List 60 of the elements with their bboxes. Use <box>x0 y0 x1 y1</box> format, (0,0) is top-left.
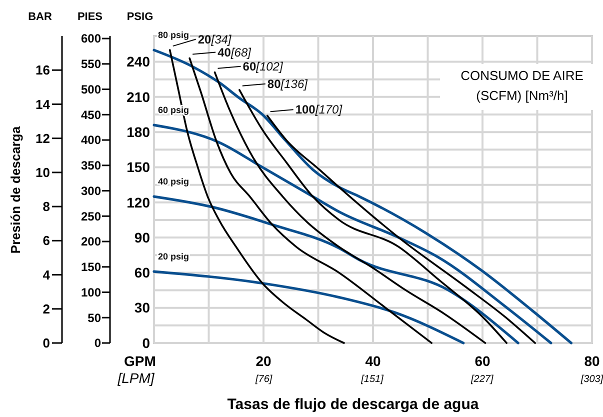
y2-tick-label: 100 <box>80 285 102 300</box>
series-label: 20 psig <box>158 252 190 262</box>
line-series <box>266 114 536 344</box>
x2-axis-title: [LPM] <box>116 370 156 386</box>
legend-label: 100[170] <box>295 102 343 117</box>
y2-tick-label: 600 <box>80 32 102 46</box>
y-tick-label: 120 <box>126 194 150 210</box>
y3-tick-label: 10 <box>36 164 50 180</box>
x2-tick-label: [227] <box>470 374 494 385</box>
y3-tick-label: 16 <box>36 62 50 78</box>
x2-tick-label: [151] <box>360 374 384 385</box>
line-series <box>188 57 432 344</box>
y-tick-label: 210 <box>126 88 150 105</box>
x-tick-label: 20 <box>256 353 272 369</box>
x-tick-label: 60 <box>474 353 490 369</box>
text: 20[34] <box>198 32 232 46</box>
y-tick-label: 150 <box>126 159 150 176</box>
y2-tick-label: 50 <box>88 310 102 325</box>
x-axis-title: Tasas de flujo de descarga de agua <box>227 396 480 413</box>
y2-tick-label: 500 <box>80 82 102 96</box>
y2-tick-label: 150 <box>80 260 102 274</box>
text: BAR <box>28 11 52 23</box>
y-tick-label: 180 <box>126 124 150 140</box>
y2-tick-label: 200 <box>80 234 102 249</box>
x-tick-label: 40 <box>365 353 381 369</box>
y2-tick-label: 300 <box>80 184 102 198</box>
y3-tick-label: 14 <box>36 96 51 112</box>
y3-tick-label: 12 <box>36 130 50 146</box>
y-axis-title: PSIG <box>126 11 154 23</box>
text: GPM <box>124 353 156 369</box>
y3-tick-label: 6 <box>42 233 50 248</box>
series-label: 40 psig <box>158 176 190 187</box>
y2-tick-label: 450 <box>80 108 102 122</box>
legend-label: 40[68] <box>218 45 252 60</box>
y2-tick-label: 250 <box>80 209 102 224</box>
y2-tick-label: 0 <box>94 336 102 350</box>
annotation: CONSUMO DE AIRE (SCFM) [Nm³/h] <box>460 68 584 103</box>
y-tick-label: 30 <box>134 300 150 316</box>
legend-label: 60[102] <box>242 59 284 74</box>
legend-label: 80[136] <box>267 76 308 91</box>
y-tick-label: 240 <box>126 54 150 70</box>
y2-tick-label: 550 <box>80 57 102 72</box>
x2-tick-label: [76] <box>254 374 272 385</box>
y-tick-label: 60 <box>134 264 150 281</box>
y2-tick-label: 400 <box>80 133 102 148</box>
y-tick-label: 90 <box>134 229 150 246</box>
y-tick-label: 0 <box>142 334 150 351</box>
y3-tick-label: 2 <box>42 301 50 316</box>
y3-tick-label: 0 <box>42 336 50 351</box>
y3-axis-title: Presión de descarga <box>8 126 23 254</box>
line-series <box>152 270 465 344</box>
line-series <box>168 49 345 344</box>
y3-tick-label: 4 <box>42 267 51 282</box>
y3-tick-label: 8 <box>42 199 50 214</box>
line-series <box>152 124 552 344</box>
series-label: 80 psig <box>158 30 190 40</box>
x-tick-label: 80 <box>584 353 600 369</box>
y2-axis-title: PIES <box>77 11 103 23</box>
x2-tick-label: [303] <box>580 374 603 385</box>
y2-tick-label: 350 <box>80 158 102 173</box>
